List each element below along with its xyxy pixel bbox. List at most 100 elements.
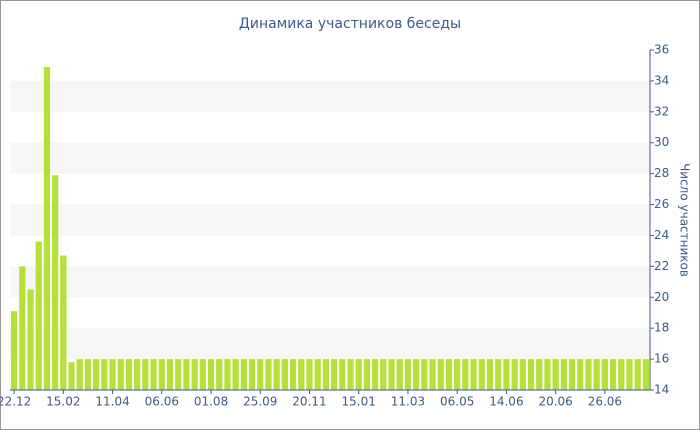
- bar: [634, 359, 641, 390]
- y-tick-label: 30: [654, 135, 669, 149]
- bar: [347, 359, 354, 390]
- bar: [10, 311, 18, 390]
- bar: [470, 359, 477, 390]
- bar: [322, 359, 330, 390]
- bar: [462, 359, 469, 390]
- x-tick-label: 11.03: [391, 395, 425, 409]
- bar: [519, 359, 526, 390]
- bar: [60, 255, 67, 390]
- bar: [388, 359, 395, 390]
- x-tick-label: 06.05: [440, 395, 474, 409]
- x-tick-label: 14.06: [489, 395, 523, 409]
- x-tick-label: 15.02: [46, 395, 80, 409]
- grid-band: [10, 142, 650, 174]
- bar: [298, 359, 305, 390]
- bar: [511, 359, 518, 390]
- bar: [495, 359, 502, 390]
- bar: [552, 359, 559, 390]
- bar: [273, 359, 280, 390]
- y-tick-label: 18: [654, 321, 669, 335]
- y-tick-label: 28: [654, 166, 669, 180]
- bar: [191, 359, 198, 390]
- bar: [380, 359, 387, 390]
- bar: [257, 359, 264, 390]
- bar: [306, 359, 313, 390]
- y-tick-label: 22: [654, 259, 669, 273]
- x-tick-label: 26.06: [588, 395, 622, 409]
- chart-title: Динамика участников беседы: [239, 16, 461, 32]
- bar: [93, 359, 100, 390]
- x-tick-label: 25.09: [243, 395, 277, 409]
- bar: [248, 359, 256, 390]
- bar: [117, 359, 124, 390]
- bar: [642, 359, 650, 390]
- bar: [240, 359, 247, 390]
- bar: [19, 266, 26, 390]
- bar: [618, 359, 625, 390]
- bar: [281, 359, 288, 390]
- x-tick-label: 15.01: [342, 395, 376, 409]
- bar: [445, 359, 453, 390]
- bar: [339, 359, 346, 390]
- bar: [609, 359, 617, 390]
- bar: [421, 359, 428, 390]
- grid-band: [10, 328, 650, 360]
- bar: [76, 359, 83, 390]
- y-tick-label: 36: [654, 43, 669, 57]
- bar: [68, 362, 75, 390]
- bar: [454, 359, 461, 390]
- x-tick-label: 22.12: [0, 395, 31, 409]
- bar: [224, 359, 231, 390]
- grid-band: [10, 80, 650, 112]
- y-tick-label: 20: [654, 290, 669, 304]
- x-tick-label: 11.04: [95, 395, 129, 409]
- bar: [330, 359, 338, 390]
- bar: [109, 359, 116, 390]
- bar: [363, 359, 371, 390]
- bar: [404, 359, 412, 390]
- bar: [626, 359, 633, 390]
- grid-band: [10, 266, 650, 298]
- grid-band: [10, 204, 650, 236]
- y-tick-label: 14: [654, 383, 669, 397]
- bar: [560, 359, 567, 390]
- bar: [207, 359, 215, 390]
- bar: [35, 241, 42, 390]
- y-axis-title: Число участников: [678, 163, 692, 277]
- bar: [199, 359, 206, 390]
- bar: [585, 359, 592, 390]
- bar: [84, 359, 92, 390]
- y-tick-label: 34: [654, 73, 669, 87]
- bar: [372, 359, 379, 390]
- bar: [183, 359, 190, 390]
- y-tick-label: 24: [654, 228, 669, 242]
- bar: [544, 359, 551, 390]
- bar: [43, 67, 51, 390]
- bar: [125, 359, 133, 390]
- bar: [265, 359, 272, 390]
- bar: [503, 359, 510, 390]
- bar: [101, 359, 108, 390]
- bar: [134, 359, 141, 390]
- bar: [527, 359, 535, 390]
- bar: [142, 359, 149, 390]
- bar: [413, 359, 420, 390]
- bar: [601, 359, 608, 390]
- bar: [478, 359, 485, 390]
- bar: [577, 359, 584, 390]
- bar: [486, 359, 494, 390]
- x-tick-label: 20.11: [292, 395, 326, 409]
- bar: [396, 359, 403, 390]
- bar: [289, 359, 297, 390]
- x-tick-label: 06.06: [145, 395, 179, 409]
- bar: [232, 359, 239, 390]
- bar: [158, 359, 165, 390]
- y-tick-label: 26: [654, 197, 669, 211]
- bar: [52, 175, 59, 390]
- bar: [27, 289, 34, 390]
- bar: [355, 359, 362, 390]
- bar: [175, 359, 182, 390]
- bar: [166, 359, 174, 390]
- bar: [568, 359, 576, 390]
